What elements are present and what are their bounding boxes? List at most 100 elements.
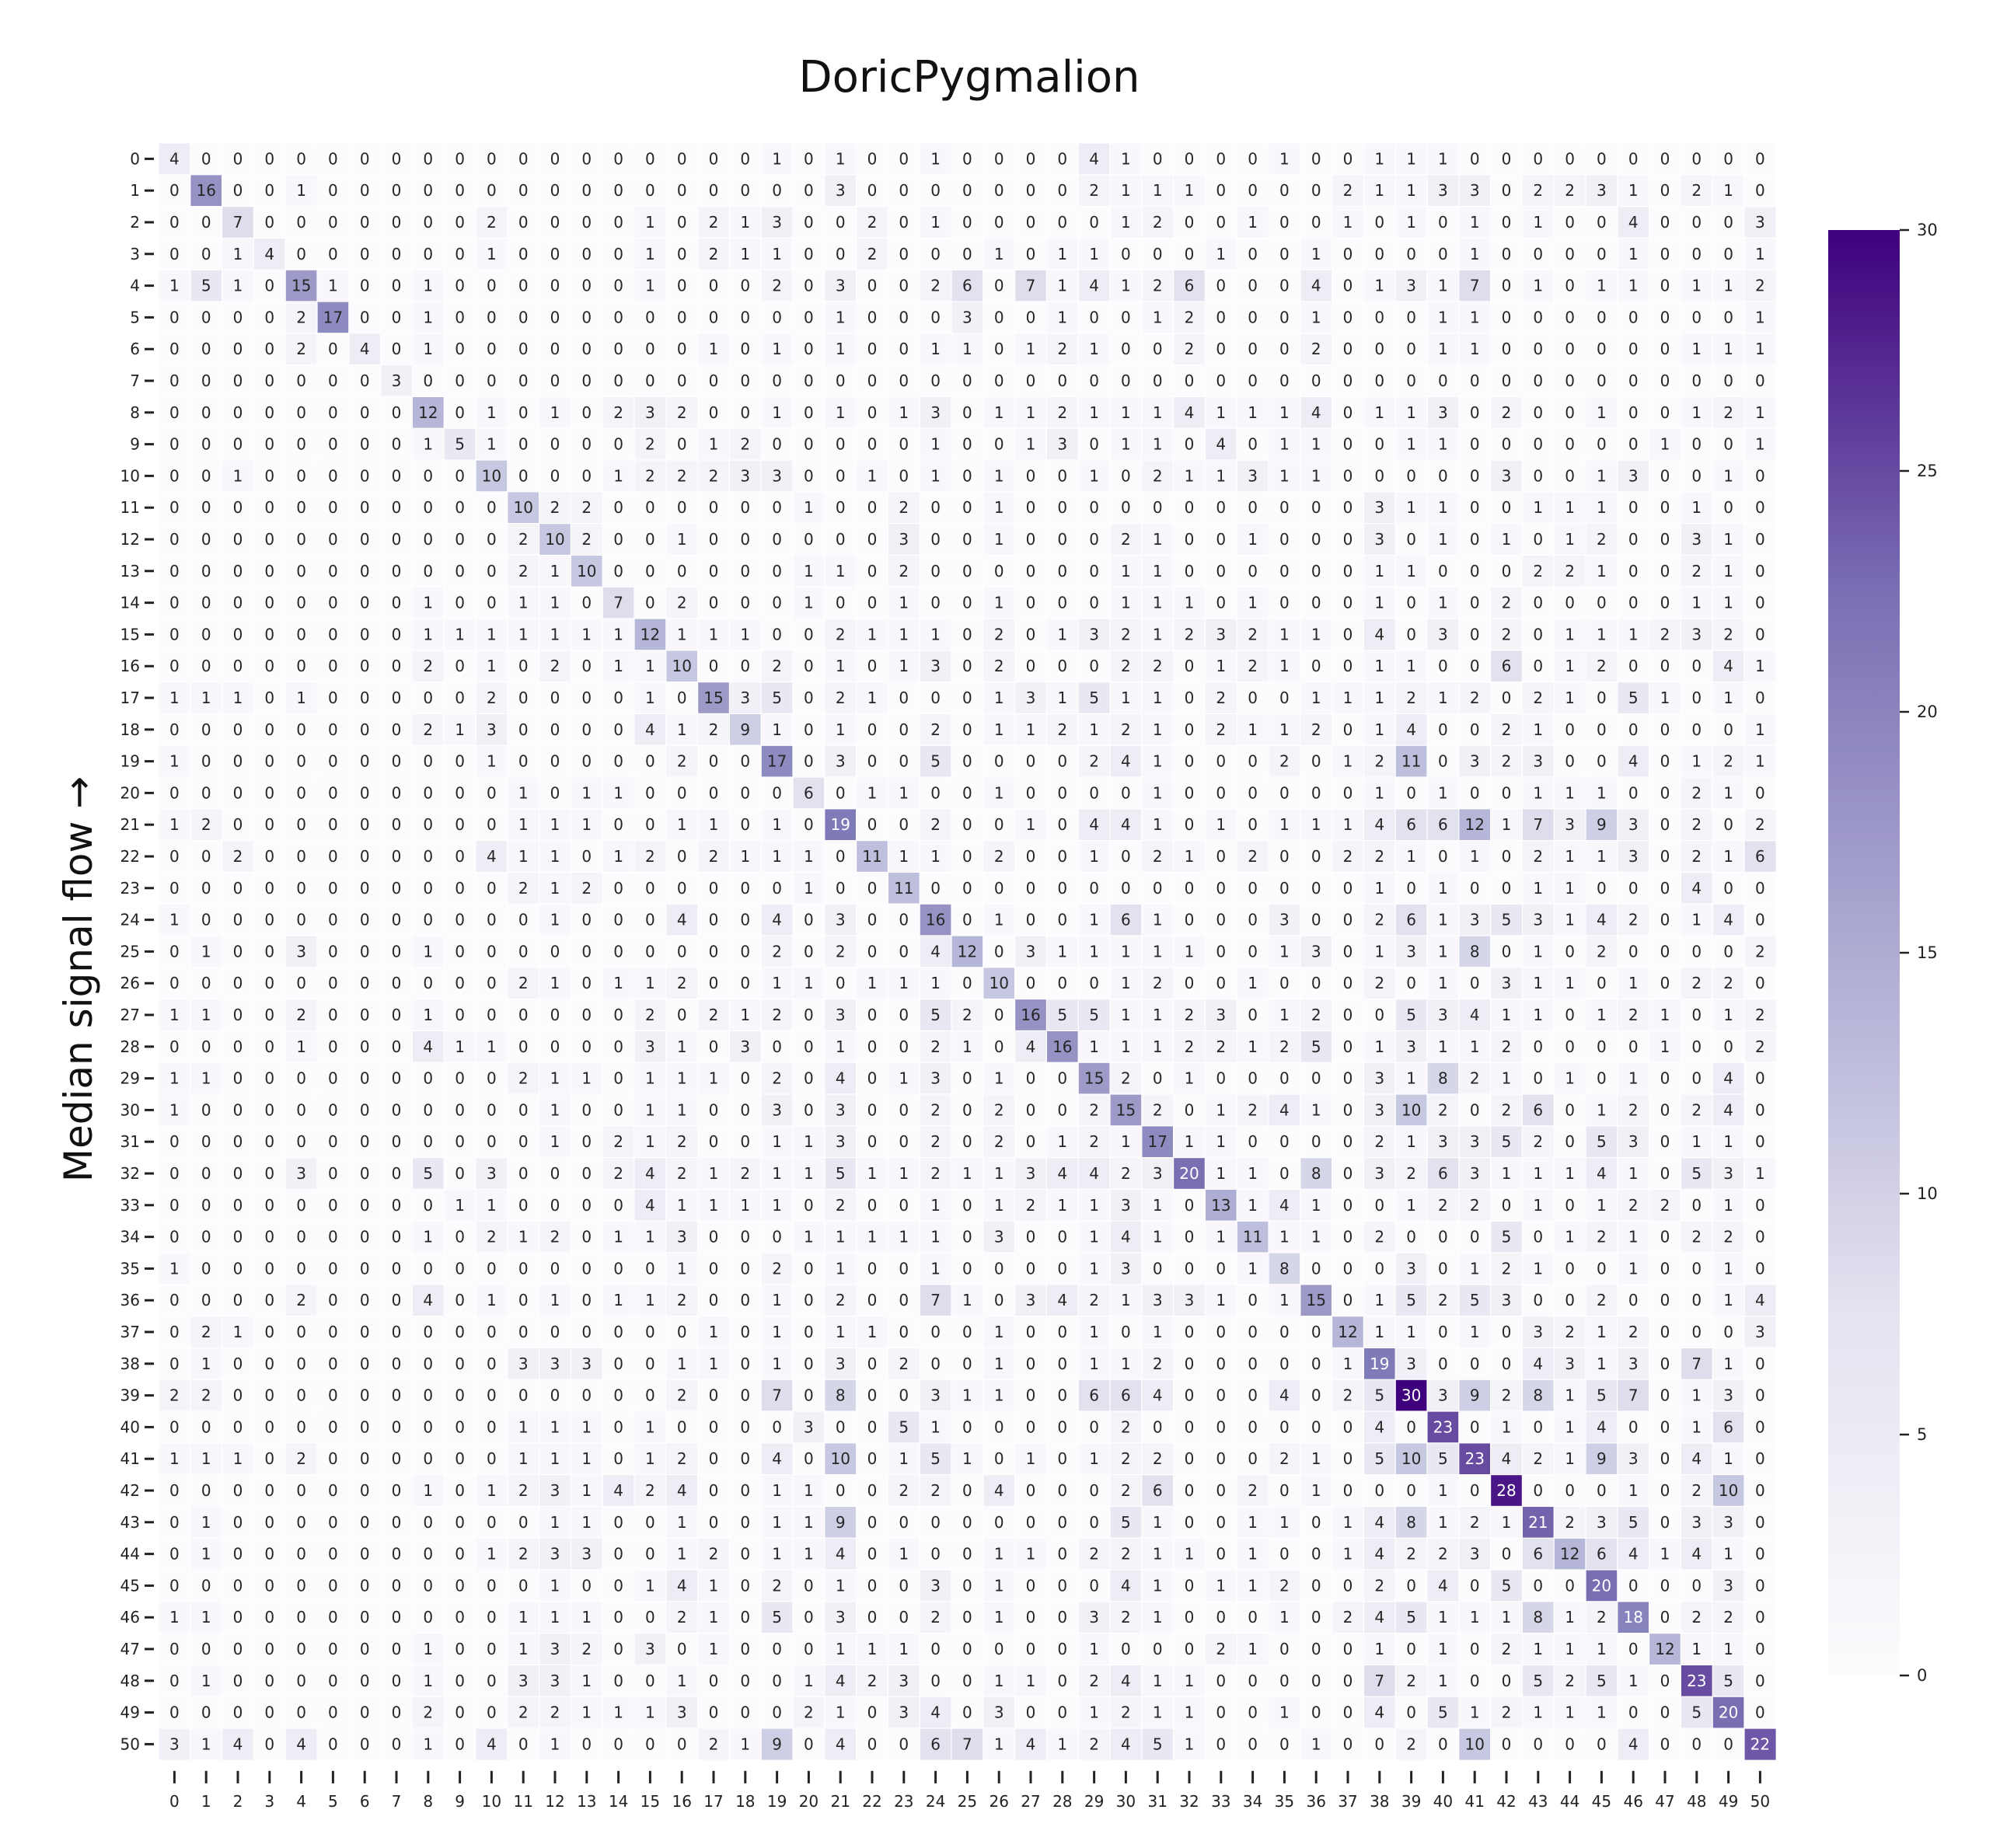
heatmap-cell: 0 bbox=[1680, 206, 1714, 239]
heatmap-cell: 0 bbox=[190, 301, 223, 334]
cell-rect bbox=[1617, 206, 1650, 239]
heatmap-cell: 0 bbox=[348, 459, 382, 493]
cell-value-label: 0 bbox=[169, 498, 180, 517]
cell-value-label: 6 bbox=[962, 277, 972, 295]
cell-value-label: 0 bbox=[1343, 245, 1353, 263]
cell-value-label: 1 bbox=[518, 594, 529, 612]
heatmap-cell: 1 bbox=[760, 1125, 794, 1159]
cell-value-label: 0 bbox=[264, 974, 274, 992]
heatmap-cell: 0 bbox=[190, 1125, 223, 1159]
heatmap-cell: 0 bbox=[253, 396, 287, 430]
cell-value-label: 0 bbox=[1660, 847, 1670, 866]
heatmap-cell: 2 bbox=[1521, 839, 1555, 873]
cell-value-label: 0 bbox=[201, 1132, 211, 1151]
cell-value-label: 1 bbox=[613, 625, 623, 643]
cell-value-label: 0 bbox=[550, 689, 560, 707]
heatmap-cell: 2 bbox=[887, 491, 921, 525]
cell-rect bbox=[792, 269, 825, 303]
heatmap-cell: 0 bbox=[951, 967, 984, 1000]
cell-value-label: 0 bbox=[1248, 911, 1258, 929]
cell-value-label: 3 bbox=[296, 1164, 306, 1183]
heatmap-cell: 1 bbox=[1521, 269, 1555, 303]
heatmap-cell: 1 bbox=[1204, 808, 1238, 842]
cell-value-label: 15 bbox=[1116, 1100, 1136, 1119]
heatmap-cell: 1 bbox=[1141, 713, 1175, 747]
heatmap-cell: 5 bbox=[1585, 1125, 1618, 1159]
cell-value-label: 0 bbox=[455, 466, 465, 485]
heatmap-cell: 2 bbox=[1109, 1062, 1143, 1095]
heatmap-cell: 2 bbox=[1680, 839, 1714, 873]
heatmap-cell: 3 bbox=[824, 174, 857, 207]
heatmap-cell: 0 bbox=[1458, 459, 1492, 493]
heatmap-cell: 0 bbox=[1426, 713, 1460, 747]
cell-value-label: 0 bbox=[1597, 371, 1607, 390]
heatmap-cell: 1 bbox=[1077, 903, 1111, 936]
heatmap-cell: 0 bbox=[1585, 1062, 1618, 1095]
cell-value-label: 2 bbox=[1121, 1164, 1131, 1183]
cell-rect bbox=[1489, 269, 1524, 303]
heatmap-cell: 0 bbox=[1394, 237, 1428, 271]
heatmap-cell: 0 bbox=[919, 554, 952, 588]
cell-value-label: 0 bbox=[1026, 245, 1036, 263]
heatmap-cell: 1 bbox=[1585, 618, 1618, 651]
cell-value-label: 0 bbox=[1470, 657, 1480, 675]
cell-value-label: 0 bbox=[392, 689, 402, 707]
heatmap-cell: 0 bbox=[1077, 491, 1111, 525]
cell-value-label: 0 bbox=[1185, 752, 1195, 771]
cell-value-label: 0 bbox=[360, 594, 370, 612]
heatmap-cell: 2 bbox=[983, 618, 1016, 651]
cell-value-label: 0 bbox=[581, 594, 592, 612]
cell-value-label: 10 bbox=[577, 562, 596, 581]
heatmap-cell: 2 bbox=[1109, 618, 1143, 651]
heatmap-cell: 0 bbox=[1712, 808, 1745, 842]
cell-value-label: 0 bbox=[296, 435, 306, 454]
cell-value-label: 0 bbox=[1248, 340, 1258, 358]
heatmap-cell: 1 bbox=[1680, 586, 1714, 620]
cell-value-label: 1 bbox=[518, 847, 529, 866]
cell-value-label: 1 bbox=[994, 911, 1004, 929]
heatmap-cell: 0 bbox=[222, 142, 255, 176]
cell-value-label: 0 bbox=[233, 1037, 243, 1056]
heatmap-cell: 2 bbox=[696, 713, 731, 747]
cell-value-label: 0 bbox=[296, 783, 306, 802]
cell-value-label: 0 bbox=[455, 911, 465, 929]
heatmap-cell: 2 bbox=[1585, 650, 1618, 683]
cell-value-label: 2 bbox=[1216, 720, 1226, 739]
cell-value-label: 0 bbox=[1406, 625, 1416, 643]
heatmap-cell: 1 bbox=[475, 744, 508, 779]
cell-value-label: 0 bbox=[1755, 783, 1765, 802]
cell-value-label: 0 bbox=[487, 879, 497, 898]
cell-value-label: 0 bbox=[550, 435, 560, 454]
heatmap-cell: 0 bbox=[1236, 364, 1269, 398]
heatmap-cell: 2 bbox=[1109, 1156, 1143, 1191]
heatmap-cell: 0 bbox=[380, 618, 414, 651]
heatmap-cell: 0 bbox=[665, 142, 699, 176]
cell-rect bbox=[1743, 269, 1777, 303]
heatmap-cell: 1 bbox=[824, 142, 857, 176]
cell-value-label: 1 bbox=[1153, 720, 1163, 739]
heatmap-cell: 1 bbox=[1014, 713, 1048, 747]
heatmap-cell: 0 bbox=[507, 364, 540, 398]
cell-value-label: 0 bbox=[518, 181, 529, 200]
heatmap-cell: 0 bbox=[1045, 459, 1080, 493]
heatmap-cell: 0 bbox=[728, 396, 763, 430]
heatmap-cell: 0 bbox=[570, 301, 604, 334]
cell-value-label: 0 bbox=[233, 498, 243, 517]
cell-rect bbox=[1331, 237, 1365, 271]
cell-value-label: 1 bbox=[1565, 498, 1575, 517]
heatmap-cell: 1 bbox=[1268, 650, 1301, 683]
heatmap-cell: 0 bbox=[190, 713, 223, 747]
cell-value-label: 0 bbox=[1565, 466, 1575, 485]
heatmap-cell: 0 bbox=[1300, 871, 1333, 905]
heatmap-cell: 0 bbox=[158, 174, 191, 207]
heatmap-cell: 0 bbox=[348, 776, 382, 810]
cell-value-label: 0 bbox=[740, 277, 750, 295]
cell-value-label: 2 bbox=[1374, 911, 1384, 929]
cell-value-label: 0 bbox=[709, 942, 719, 961]
heatmap-cell: 0 bbox=[1014, 903, 1048, 936]
heatmap-cell: 1 bbox=[1712, 459, 1745, 493]
heatmap-cell: 0 bbox=[792, 269, 825, 303]
heatmap-cell: 0 bbox=[602, 174, 636, 207]
heatmap-cell: 0 bbox=[411, 808, 445, 842]
cell-value-label: 0 bbox=[804, 911, 814, 929]
